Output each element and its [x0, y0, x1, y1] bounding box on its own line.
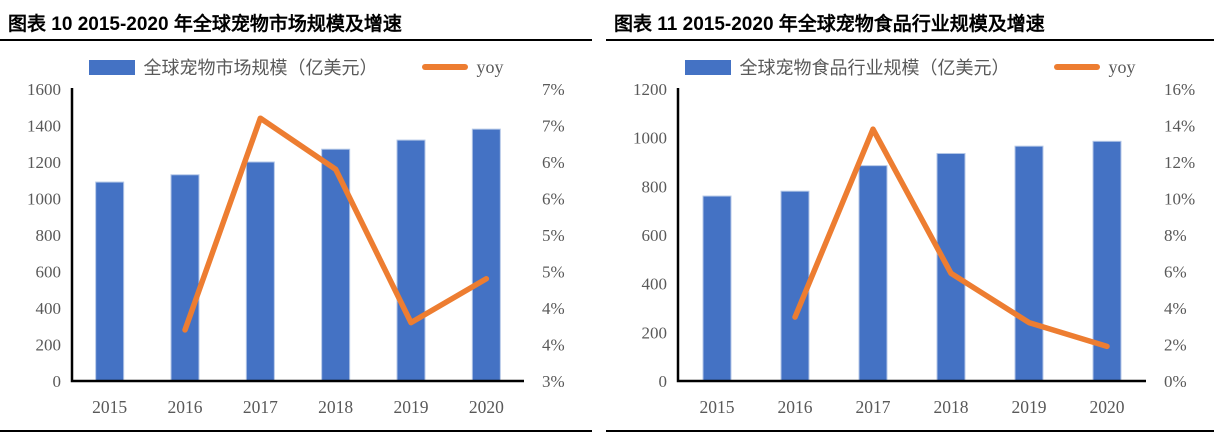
right-axis-tick: 8% — [1164, 226, 1187, 245]
x-axis-tick: 2019 — [1012, 397, 1047, 417]
bar-line-chart: 1600 1400 1200 1000 800 600 400 200 0 7% 7% 6% 6% 5% 5… — [27, 80, 565, 417]
legend-item-bar: 全球宠物食品行业规模（亿美元） — [684, 54, 1010, 80]
right-axis-tick: 4% — [542, 335, 565, 354]
legend-bar-label: 全球宠物市场规模（亿美元） — [143, 58, 378, 78]
bar-swatch-icon — [684, 59, 731, 75]
chart-title: 图表 11 2015-2020 年全球宠物食品行业规模及增速 — [614, 14, 1045, 35]
legend-bar-label: 全球宠物食品行业规模（亿美元） — [739, 58, 1010, 78]
left-axis-tick: 0 — [659, 372, 668, 391]
right-axis-tick: 4% — [1164, 299, 1187, 318]
title-separator-line — [0, 39, 592, 41]
left-axis-tick: 400 — [36, 299, 62, 318]
right-axis-tick: 6% — [542, 153, 565, 172]
panel-bottom-border — [606, 430, 1214, 432]
x-axis-tick: 2020 — [1090, 397, 1125, 417]
right-axis-tick: 7% — [542, 80, 565, 99]
line-swatch-icon — [1053, 64, 1100, 70]
yoy-line — [792, 126, 1110, 350]
left-axis-tick: 200 — [36, 335, 62, 354]
right-axis-tick: 0% — [1164, 372, 1187, 391]
left-axis-tick: 1200 — [27, 153, 61, 172]
x-axis-tick: 2018 — [934, 397, 969, 417]
x-axis-tick: 2019 — [394, 397, 429, 417]
right-axis-tick: 16% — [1164, 80, 1195, 99]
right-axis-tick: 2% — [1164, 335, 1187, 354]
left-axis-tick: 1000 — [27, 189, 61, 208]
left-axis-tick: 600 — [642, 226, 668, 245]
title-separator-line — [606, 39, 1214, 41]
right-axis-tick: 5% — [542, 226, 565, 245]
legend-item-line: yoy — [421, 56, 504, 78]
bar-2015 — [95, 181, 125, 382]
bar-2019 — [396, 139, 426, 382]
right-axis-tick: 4% — [542, 299, 565, 318]
x-axis-tick: 2016 — [168, 397, 203, 417]
axis-lines — [676, 88, 1146, 383]
legend-line-label: yoy — [476, 56, 504, 77]
bar-2016 — [170, 174, 200, 382]
bar-2016 — [780, 190, 810, 382]
chart-legend: 全球宠物市场规模（亿美元） yoy — [0, 55, 592, 79]
left-axis-tick: 1600 — [27, 80, 61, 99]
chart-panel-pet-market: 图表 10 2015-2020 年全球宠物市场规模及增速 全球宠物市场规模（亿美… — [0, 0, 592, 440]
legend-item-bar: 全球宠物市场规模（亿美元） — [88, 54, 378, 80]
left-axis-tick: 1400 — [27, 116, 61, 135]
right-axis-tick: 5% — [542, 262, 565, 281]
left-axis-tick: 800 — [642, 177, 668, 196]
bar-2017 — [245, 161, 275, 382]
bar-2019 — [1014, 145, 1044, 382]
chart-panel-pet-food: 图表 11 2015-2020 年全球宠物食品行业规模及增速 全球宠物食品行业规… — [606, 0, 1214, 440]
left-axis-tick: 1200 — [633, 80, 667, 99]
right-axis-tick: 10% — [1164, 189, 1195, 208]
left-axis-tick: 1000 — [633, 129, 667, 148]
bar-line-chart: 1200 1000 800 600 400 200 0 16% 14% 12% 10% 8% 6% 4% 2… — [633, 80, 1195, 417]
right-axis-tick: 6% — [542, 189, 565, 208]
right-axis-tick: 14% — [1164, 116, 1195, 135]
bar-2018 — [936, 152, 966, 382]
bar-2017 — [858, 165, 888, 382]
left-axis-tick: 800 — [36, 226, 62, 245]
x-axis-tick: 2017 — [856, 397, 891, 417]
legend-line-label: yoy — [1108, 56, 1136, 77]
x-axis-tick: 2015 — [92, 397, 127, 417]
axis-lines — [70, 88, 524, 383]
yoy-line — [182, 115, 490, 333]
right-axis-tick: 7% — [542, 116, 565, 135]
x-axis-tick: 2016 — [778, 397, 813, 417]
legend-item-line: yoy — [1053, 56, 1136, 78]
bar-2020 — [471, 128, 501, 382]
line-swatch-icon — [421, 64, 468, 70]
chart-title: 图表 10 2015-2020 年全球宠物市场规模及增速 — [8, 14, 402, 35]
chart-legend: 全球宠物食品行业规模（亿美元） yoy — [606, 55, 1214, 79]
left-axis-tick: 0 — [53, 372, 62, 391]
bar-swatch-icon — [88, 59, 135, 75]
right-axis-tick: 3% — [542, 372, 565, 391]
x-axis-tick: 2018 — [318, 397, 353, 417]
right-axis-tick: 12% — [1164, 153, 1195, 172]
bar-2015 — [702, 195, 732, 382]
right-axis-tick: 6% — [1164, 262, 1187, 281]
left-axis-tick: 200 — [642, 323, 668, 342]
x-axis-tick: 2015 — [700, 397, 735, 417]
left-axis-tick: 600 — [36, 262, 62, 281]
panel-bottom-border — [0, 430, 592, 432]
x-axis-tick: 2017 — [243, 397, 278, 417]
x-axis-tick: 2020 — [469, 397, 504, 417]
left-axis-tick: 400 — [642, 275, 668, 294]
